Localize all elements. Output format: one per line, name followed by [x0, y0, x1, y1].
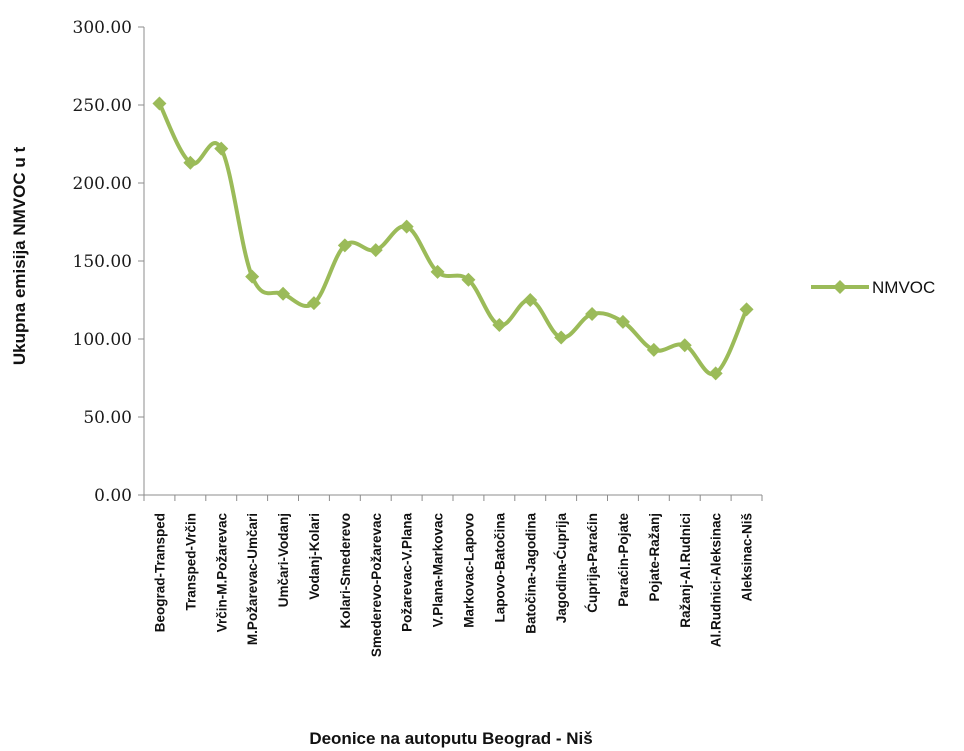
- x-category-label: Vrčin-M.Požarevac: [214, 513, 229, 633]
- x-category-label: Požarevac-V.Plana: [400, 513, 415, 632]
- y-tick-label: 150.00: [73, 252, 132, 272]
- x-axis-ticks: [143, 495, 763, 501]
- x-category-label: Paraćin-Pojate: [616, 513, 631, 607]
- y-tick-label: 250.00: [73, 96, 132, 116]
- data-point-marker: [337, 238, 352, 253]
- x-axis-category-labels: Beograd-Transped Transped-Vrčin Vrčin-M.Po…: [152, 513, 754, 658]
- data-point-marker: [461, 272, 476, 287]
- y-axis-ticks: 0.00 50.00 100.00 150.00 200.00 250.00 300.00: [73, 18, 144, 506]
- y-tick-label: 200.00: [73, 174, 132, 194]
- data-point-marker: [646, 342, 661, 357]
- x-category-label: Transped-Vrčin: [183, 513, 198, 611]
- data-point-marker: [245, 269, 260, 284]
- y-tick-label: 0.00: [94, 486, 132, 506]
- data-point-marker: [585, 307, 600, 322]
- data-point-marker: [739, 302, 754, 317]
- x-category-label: Lapovo-Batočina: [492, 513, 507, 623]
- x-axis-title: Deonice na autoputu Beograd - Niš: [309, 729, 592, 748]
- data-point-marker: [708, 366, 723, 381]
- data-point-marker: [615, 314, 630, 329]
- data-point-marker: [183, 155, 198, 170]
- legend-marker-nmvoc: [833, 280, 847, 294]
- data-point-marker: [152, 96, 167, 111]
- y-tick-label: 100.00: [73, 330, 132, 350]
- x-category-label: M.Požarevac-Umčari: [245, 513, 260, 645]
- x-category-label: Beograd-Transped: [152, 513, 167, 632]
- y-axis-title: Ukupna emisija NMVOC u t: [10, 147, 29, 366]
- x-category-label: V.Plana-Markovac: [431, 513, 446, 628]
- x-category-label: Batočina-Jagodina: [523, 513, 538, 634]
- x-category-label: Pojate-Ražanj: [647, 513, 662, 602]
- x-category-label: Kolari-Smederevo: [338, 513, 353, 629]
- y-tick-label: 50.00: [83, 408, 132, 428]
- data-point-marker: [276, 286, 291, 301]
- legend: NMVOC: [811, 278, 935, 297]
- data-point-marker: [554, 330, 569, 345]
- data-point-marker: [492, 317, 507, 332]
- legend-label-nmvoc: NMVOC: [872, 278, 935, 297]
- data-point-marker: [523, 293, 538, 307]
- x-category-label: Smederevo-Požarevac: [369, 513, 384, 658]
- x-category-label: Ćuprija-Paraćin: [585, 513, 600, 613]
- x-category-label: Markovac-Lapovo: [461, 513, 476, 628]
- x-category-label: Jagodina-Ćuprija: [554, 513, 569, 624]
- data-point-marker: [430, 264, 445, 279]
- x-category-label: Al.Rudnici-Aleksinac: [709, 513, 724, 648]
- data-point-marker: [399, 219, 414, 234]
- x-category-label: Aleksinac-Niš: [740, 513, 755, 602]
- x-category-label: Vodanj-Kolari: [307, 513, 322, 600]
- data-point-marker: [677, 338, 692, 353]
- data-point-marker: [214, 141, 229, 156]
- data-point-marker: [368, 243, 383, 258]
- series-line-nmvoc: [157, 101, 749, 377]
- y-tick-label: 300.00: [73, 18, 132, 38]
- x-category-label: Ražanj-Al.Rudnici: [678, 513, 693, 628]
- series-markers: [152, 96, 754, 381]
- x-category-label: Umčari-Vodanj: [276, 513, 291, 607]
- data-point-marker: [306, 296, 321, 311]
